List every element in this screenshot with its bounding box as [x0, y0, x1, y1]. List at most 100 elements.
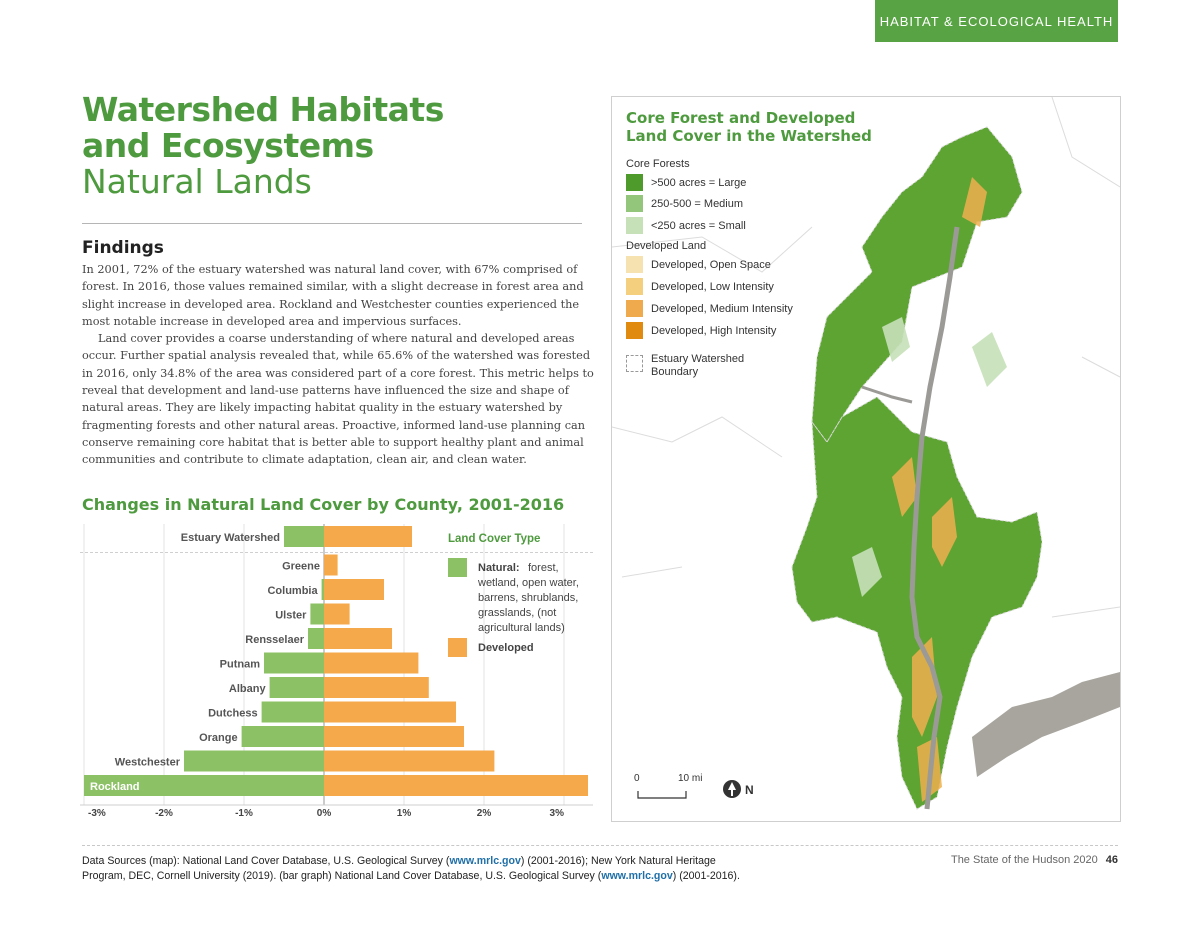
bar-developed-9: [324, 750, 495, 772]
category-label-9: Westchester: [115, 757, 181, 769]
category-label-8: Orange: [199, 732, 238, 744]
legend-natural-desc-0: forest,: [528, 562, 559, 574]
swatch-medium: [626, 195, 643, 212]
legend-dev-medium-label: Developed, Medium Intensity: [651, 302, 793, 315]
legend-natural-desc-2: barrens, shrublands,: [478, 592, 578, 604]
findings-heading: Findings: [82, 238, 164, 258]
legend-large-forest: >500 acres = Large: [626, 174, 746, 191]
bar-natural-10: [84, 775, 324, 796]
chart-title: Changes in Natural Land Cover by County,…: [82, 495, 565, 514]
title-line-1: Watershed Habitats: [82, 90, 444, 129]
legend-dev-low-label: Developed, Low Intensity: [651, 280, 774, 293]
swatch-dev-low: [626, 278, 643, 295]
developed-heading: Developed Land: [626, 240, 707, 252]
developed-patches: [892, 177, 987, 802]
x-tick-label-6: 3%: [550, 808, 565, 819]
bar-natural-0: [284, 526, 324, 547]
map-county-lines: [612, 97, 1120, 618]
x-tick-label-1: -2%: [155, 808, 173, 819]
bar-natural-9: [184, 750, 324, 772]
legend-dev-high-label: Developed, High Intensity: [651, 324, 777, 337]
sources-link-1[interactable]: www.mrlc.gov: [449, 855, 521, 867]
bar-developed-5: [324, 652, 419, 674]
legend-medium-label: 250-500 = Medium: [651, 197, 744, 210]
swatch-dev-medium: [626, 300, 643, 317]
page-number: 46: [1105, 854, 1118, 866]
footer-publication: The State of the Hudson 2020 46: [951, 854, 1118, 866]
legend-boundary-label: Estuary Watershed Boundary: [651, 353, 744, 379]
bar-natural-8: [241, 726, 324, 747]
legend-natural-desc-3: grasslands, (not: [478, 607, 556, 619]
bar-developed-6: [324, 677, 429, 698]
legend-boundary-line-1: Estuary Watershed: [651, 353, 745, 365]
sources-text-1b: ) (2001-2016); New York Natural Heritage: [520, 855, 716, 867]
bar-natural-3: [310, 603, 324, 625]
title-line-2: and Ecosystems: [82, 126, 374, 165]
legend-natural-label: Natural:: [478, 562, 520, 574]
bar-developed-3: [324, 603, 350, 625]
category-label-10: Rockland: [90, 781, 140, 793]
map-title-line-2: Land Cover in the Watershed: [626, 127, 872, 145]
mohawk-river: [861, 385, 913, 404]
scale-zero: 0: [634, 773, 640, 784]
legend-title: Land Cover Type: [448, 533, 540, 545]
swatch-large: [626, 174, 643, 191]
legend-large-label: >500 acres = Large: [651, 176, 747, 189]
legend-natural-desc-4: agricultural lands): [478, 622, 565, 634]
bar-developed-10: [324, 775, 588, 796]
core-forests-heading: Core Forests: [626, 158, 690, 170]
category-label-2: Columbia: [267, 585, 318, 597]
x-tick-label-2: -1%: [235, 808, 253, 819]
category-label-4: Rensselaer: [245, 634, 304, 646]
sources-text-2a: Program, DEC, Cornell University (2019).…: [82, 870, 602, 882]
watershed-map: 0 10 mi N: [612, 97, 1120, 810]
bar-natural-6: [269, 677, 324, 698]
sources-text-1a: Data Sources (map): National Land Cover …: [82, 855, 450, 867]
legend-dev-high: Developed, High Intensity: [626, 322, 776, 339]
legend-developed-swatch: [448, 638, 467, 657]
scale-bar: [637, 791, 687, 799]
x-tick-label-5: 2%: [477, 808, 492, 819]
category-label-1: Greene: [282, 561, 320, 573]
data-sources: Data Sources (map): National Land Cover …: [82, 854, 842, 884]
bar-developed-0: [324, 526, 412, 547]
legend-dev-open: Developed, Open Space: [626, 256, 771, 273]
map-title: Core Forest and Developed Land Cover in …: [626, 109, 896, 145]
legend-natural-swatch: [448, 558, 467, 577]
bar-natural-7: [261, 701, 324, 723]
swatch-dev-high: [626, 322, 643, 339]
x-tick-label-3: 0%: [317, 808, 332, 819]
title-subtitle: Natural Lands: [82, 162, 312, 201]
category-label-3: Ulster: [275, 610, 307, 622]
x-tick-label-4: 1%: [397, 808, 412, 819]
north-arrow-shape: [728, 782, 736, 796]
findings-paragraph-1: In 2001, 72% of the estuary watershed wa…: [82, 263, 584, 328]
small-forest-patches: [852, 317, 1007, 597]
x-tick-label-0: -3%: [88, 808, 106, 819]
bar-developed-2: [324, 579, 384, 600]
publication-name: The State of the Hudson 2020: [950, 854, 1098, 866]
category-label-7: Dutchess: [208, 708, 258, 720]
category-label-0: Estuary Watershed: [181, 532, 280, 544]
findings-paragraph-2: Land cover provides a coarse understandi…: [82, 332, 594, 467]
long-island-sound: [972, 672, 1120, 777]
legend-dev-medium: Developed, Medium Intensity: [626, 300, 793, 317]
section-tab: HABITAT & ECOLOGICAL HEALTH: [875, 0, 1118, 42]
title-divider: [82, 223, 582, 224]
bar-natural-5: [264, 652, 324, 674]
swatch-dev-open: [626, 256, 643, 273]
bar-developed-4: [324, 628, 392, 649]
bar-developed-7: [324, 701, 456, 723]
page-title: Watershed Habitats and Ecosystems Natura…: [82, 92, 602, 200]
scale-label: 10 mi: [678, 773, 702, 784]
swatch-boundary: [626, 355, 643, 372]
legend-small-label: <250 acres = Small: [651, 219, 746, 232]
swatch-small: [626, 217, 643, 234]
category-label-5: Putnam: [220, 659, 261, 671]
map-panel: 0 10 mi N Core Forest and Developed Land…: [611, 96, 1121, 822]
legend-dev-low: Developed, Low Intensity: [626, 278, 774, 295]
legend-boundary-line-2: Boundary: [651, 366, 699, 378]
sources-link-2[interactable]: www.mrlc.gov: [601, 870, 673, 882]
legend-dev-open-label: Developed, Open Space: [651, 258, 771, 271]
legend-medium-forest: 250-500 = Medium: [626, 195, 743, 212]
